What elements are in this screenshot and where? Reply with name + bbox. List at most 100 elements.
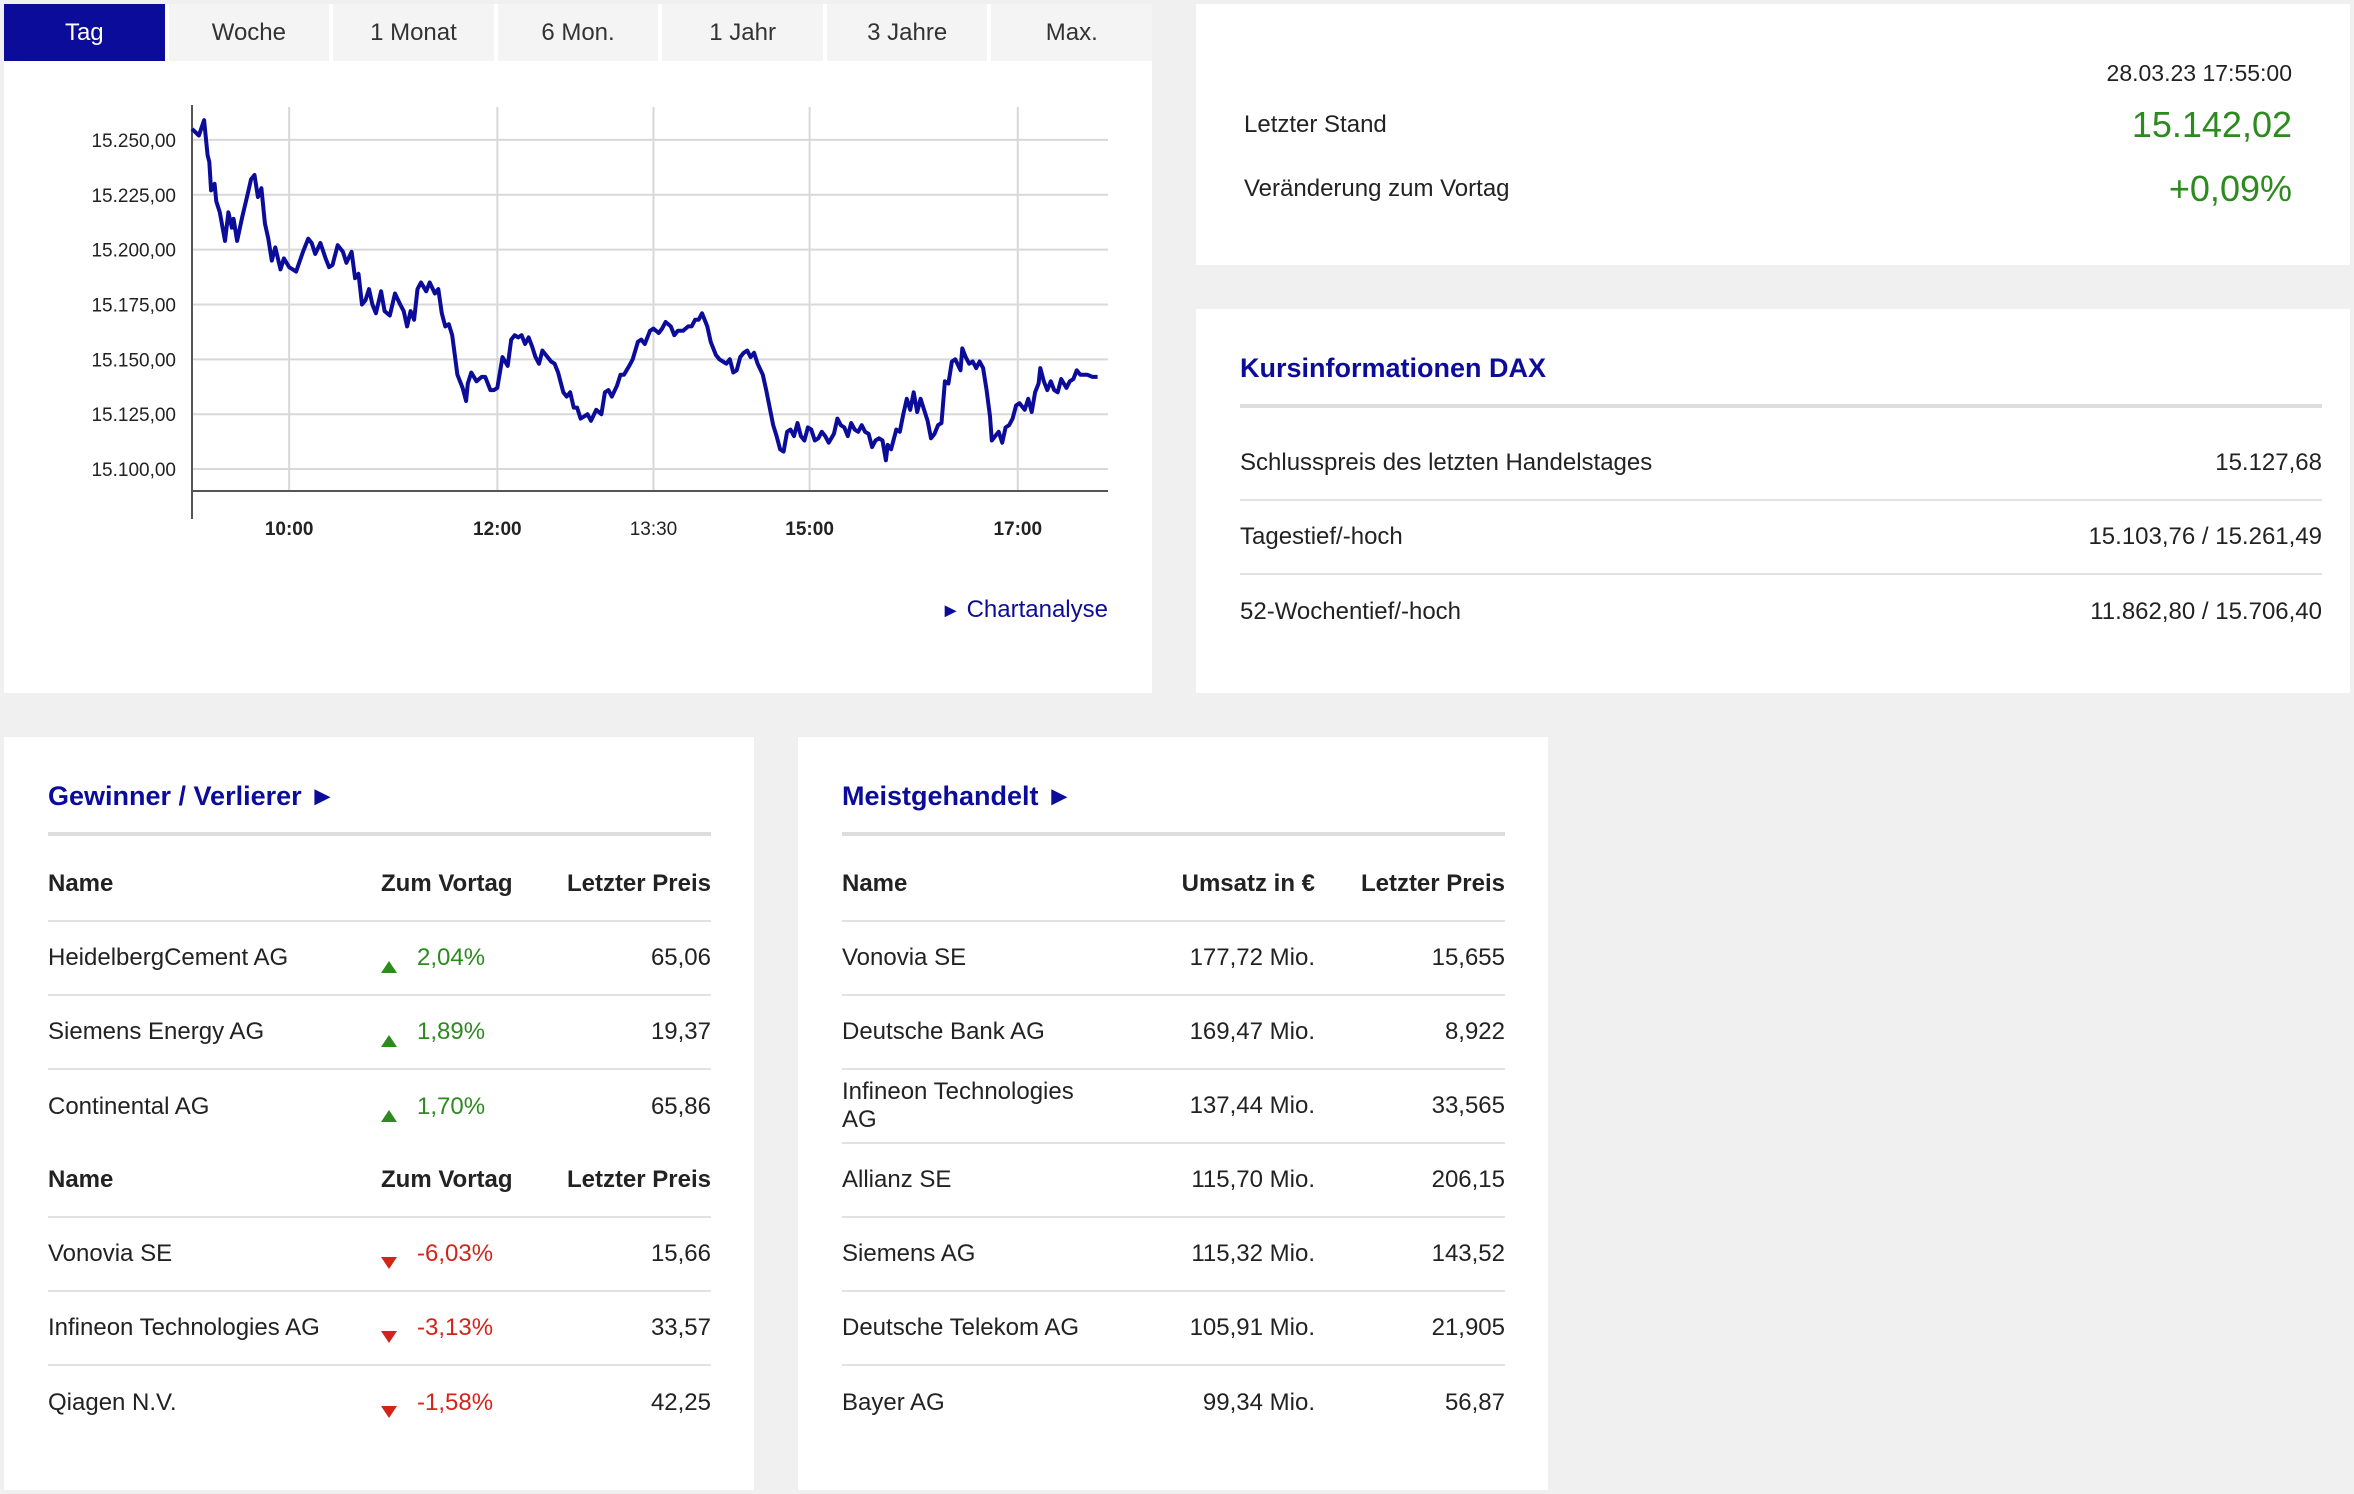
table-row[interactable]: Vonovia SE -6,03% 15,66 bbox=[48, 1218, 711, 1292]
tab-6-mon[interactable]: 6 Mon. bbox=[497, 4, 659, 61]
x-tick-label: 17:00 bbox=[993, 519, 1042, 540]
tab-max[interactable]: Max. bbox=[991, 4, 1153, 61]
stock-umsatz: 177,72 Mio. bbox=[1189, 944, 1315, 971]
stock-price: 56,87 bbox=[1444, 1389, 1505, 1416]
stock-price: 19,37 bbox=[650, 1018, 711, 1045]
stock-price: 65,06 bbox=[650, 944, 711, 971]
triangle-down-icon bbox=[381, 1331, 397, 1343]
stock-name: Continental AG bbox=[48, 1093, 210, 1120]
col-price: Letzter Preis bbox=[566, 1166, 711, 1193]
last-value-label: Letzter Stand bbox=[1244, 111, 1387, 138]
kursinfo-divider bbox=[1240, 404, 2322, 408]
meistgehandelt-card: Meistgehandelt ► Name Umsatz in € Letzte… bbox=[798, 737, 1548, 1490]
info-label: Schlusspreis des letzten Handelstages bbox=[1240, 449, 1653, 476]
col-name: Name bbox=[48, 1166, 114, 1193]
table-header: Name Zum Vortag Letzter Preis bbox=[48, 848, 711, 922]
y-tick-label: 15.250,00 bbox=[91, 131, 176, 152]
info-value: 15.103,76 / 15.261,49 bbox=[2088, 523, 2322, 550]
last-value-row: Letzter Stand 15.142,02 bbox=[1244, 104, 2292, 146]
chart-card: Tag Woche 1 Monat 6 Mon. 1 Jahr 3 Jahre … bbox=[4, 4, 1153, 693]
section-divider bbox=[842, 832, 1505, 836]
col-price: Letzter Preis bbox=[1360, 870, 1505, 897]
stock-name: Allianz SE bbox=[842, 1166, 952, 1193]
table-row[interactable]: HeidelbergCement AG 2,04% 65,06 bbox=[48, 922, 711, 996]
stock-name: HeidelbergCement AG bbox=[48, 944, 289, 971]
stock-change: 1,89% bbox=[381, 1018, 561, 1047]
stock-change: -1,58% bbox=[381, 1389, 561, 1418]
change-label: Veränderung zum Vortag bbox=[1244, 175, 1510, 202]
table-row[interactable]: Qiagen N.V. -1,58% 42,25 bbox=[48, 1366, 711, 1440]
stock-price: 65,86 bbox=[650, 1093, 711, 1120]
info-value: 15.127,68 bbox=[2215, 449, 2322, 476]
table-row[interactable]: Continental AG 1,70% 65,86 bbox=[48, 1070, 711, 1144]
table-row[interactable]: Allianz SE 115,70 Mio. 206,15 bbox=[842, 1144, 1505, 1218]
stock-name: Siemens Energy AG bbox=[48, 1018, 265, 1045]
table-row[interactable]: Bayer AG 99,34 Mio. 56,87 bbox=[842, 1366, 1505, 1440]
stock-name: Deutsche Telekom AG bbox=[842, 1314, 1080, 1341]
period-tabs: Tag Woche 1 Monat 6 Mon. 1 Jahr 3 Jahre … bbox=[4, 4, 1153, 61]
stock-name: Qiagen N.V. bbox=[48, 1389, 177, 1416]
triangle-up-icon bbox=[381, 961, 397, 973]
meistgehandelt-link[interactable]: Meistgehandelt ► bbox=[842, 781, 1073, 811]
stock-price: 206,15 bbox=[1431, 1166, 1505, 1193]
triangle-down-icon bbox=[381, 1257, 397, 1269]
tab-woche[interactable]: Woche bbox=[168, 4, 330, 61]
stock-umsatz: 169,47 Mio. bbox=[1189, 1018, 1315, 1045]
table-row[interactable]: Deutsche Bank AG 169,47 Mio. 8,922 bbox=[842, 996, 1505, 1070]
stock-name: Infineon Technologies AG bbox=[48, 1314, 320, 1341]
gewinner-verlierer-link[interactable]: Gewinner / Verlierer ► bbox=[48, 781, 336, 811]
stock-price: 8,922 bbox=[1444, 1018, 1505, 1045]
tab-1-jahr[interactable]: 1 Jahr bbox=[662, 4, 823, 61]
stock-name: Siemens AG bbox=[842, 1240, 976, 1267]
stock-price: 143,52 bbox=[1431, 1240, 1505, 1267]
stock-price: 33,57 bbox=[650, 1314, 711, 1341]
tab-1-monat[interactable]: 1 Monat bbox=[333, 4, 494, 61]
stock-name: Bayer AG bbox=[842, 1389, 945, 1416]
table-row[interactable]: Siemens Energy AG 1,89% 19,37 bbox=[48, 996, 711, 1070]
y-tick-label: 15.175,00 bbox=[91, 295, 176, 316]
tab-3-jahre[interactable]: 3 Jahre bbox=[826, 4, 988, 61]
table-row[interactable]: Vonovia SE 177,72 Mio. 15,655 bbox=[842, 922, 1505, 996]
table-row[interactable]: Siemens AG 115,32 Mio. 143,52 bbox=[842, 1218, 1505, 1292]
stock-name: Vonovia SE bbox=[48, 1240, 173, 1267]
stock-price: 15,655 bbox=[1431, 944, 1505, 971]
table-row[interactable]: Deutsche Telekom AG 105,91 Mio. 21,905 bbox=[842, 1292, 1505, 1366]
change-value: +0,09% bbox=[2168, 168, 2292, 209]
info-row-52-wochen: 52-Wochentief/-hoch 11.862,80 / 15.706,4… bbox=[1240, 575, 2322, 649]
y-tick-label: 15.125,00 bbox=[91, 405, 176, 426]
col-change: Zum Vortag bbox=[381, 1166, 513, 1193]
quote-datetime: 28.03.23 17:55:00 bbox=[2106, 60, 2292, 86]
stock-name: Vonovia SE bbox=[842, 944, 967, 971]
x-tick-label: 10:00 bbox=[265, 519, 314, 540]
chartanalyse-label: Chartanalyse bbox=[966, 596, 1108, 623]
table-header: Name Umsatz in € Letzter Preis bbox=[842, 848, 1505, 922]
stock-umsatz: 115,32 Mio. bbox=[1191, 1240, 1315, 1267]
change-row: Veränderung zum Vortag +0,09% bbox=[1244, 168, 2292, 210]
gewinner-verlierer-table: Name Zum Vortag Letzter Preis Heidelberg… bbox=[48, 848, 711, 1440]
last-value: 15.142,02 bbox=[2131, 104, 2292, 145]
quote-card: 28.03.23 17:55:00 Letzter Stand 15.142,0… bbox=[1196, 4, 2350, 265]
dax-intraday-chart: 15.250,00 15.225,00 15.200,00 15.175,00 15.1… bbox=[91, 105, 1108, 540]
stock-price: 42,25 bbox=[650, 1389, 711, 1416]
table-row[interactable]: Infineon Technologies AG 137,44 Mio. 33,… bbox=[842, 1070, 1505, 1144]
table-header: Name Zum Vortag Letzter Preis bbox=[48, 1144, 711, 1218]
stock-umsatz: 99,34 Mio. bbox=[1202, 1389, 1315, 1416]
chartanalyse-link[interactable]: ► Chartanalyse bbox=[941, 596, 1108, 624]
stock-change: 1,70% bbox=[381, 1093, 561, 1122]
info-row-schlusspreis: Schlusspreis des letzten Handelstages 15… bbox=[1240, 427, 2322, 501]
triangle-down-icon bbox=[381, 1406, 397, 1418]
stock-name: Infineon Technologies AG bbox=[842, 1078, 1074, 1133]
tab-tag[interactable]: Tag bbox=[4, 4, 165, 61]
y-tick-label: 15.200,00 bbox=[91, 241, 176, 262]
table-row[interactable]: Infineon Technologies AG -3,13% 33,57 bbox=[48, 1292, 711, 1366]
gewinner-verlierer-card: Gewinner / Verlierer ► Name Zum Vortag L… bbox=[4, 737, 754, 1490]
section-divider bbox=[48, 832, 711, 836]
stock-change: -6,03% bbox=[381, 1240, 561, 1269]
triangle-up-icon bbox=[381, 1035, 397, 1047]
info-label: Tagestief/-hoch bbox=[1240, 523, 1403, 550]
stock-umsatz: 105,91 Mio. bbox=[1189, 1314, 1315, 1341]
stock-price: 33,565 bbox=[1431, 1092, 1505, 1119]
kursinfo-card: Kursinformationen DAX Schlusspreis des l… bbox=[1196, 309, 2350, 693]
stock-umsatz: 115,70 Mio. bbox=[1191, 1166, 1315, 1193]
x-tick-label: 13:30 bbox=[630, 519, 678, 540]
